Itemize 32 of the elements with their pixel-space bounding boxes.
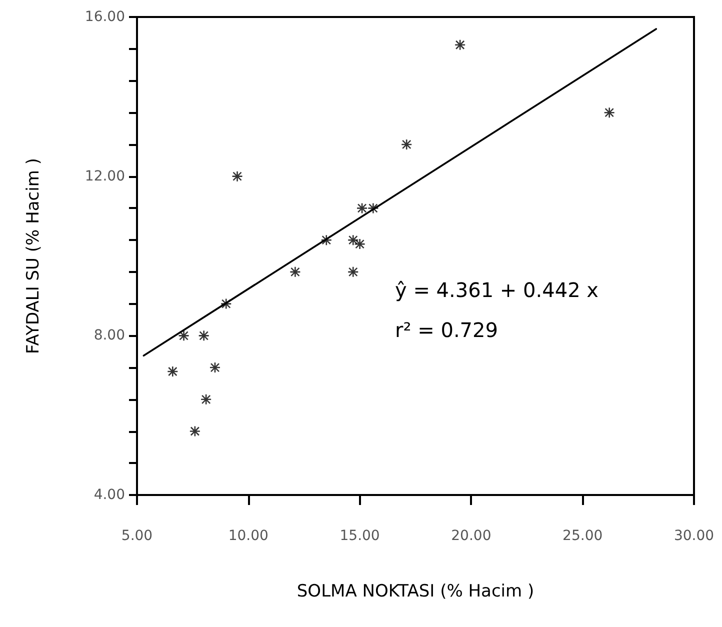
point <box>290 266 301 278</box>
point <box>178 330 190 342</box>
x-axis-title: SOLMA NOKTASI (% Hacim ) <box>296 582 534 602</box>
x-tick-label: 30.00 <box>674 528 714 544</box>
point <box>454 39 466 51</box>
x-tick-label: 10.00 <box>228 528 268 544</box>
y-tick-label: 4.00 <box>94 487 125 503</box>
point <box>167 366 178 378</box>
x-tick-label: 20.00 <box>451 528 492 544</box>
x-tick-label: 15.00 <box>340 528 380 544</box>
point <box>198 330 210 342</box>
point <box>232 170 243 182</box>
point <box>209 362 221 374</box>
y-tick-label: 12.00 <box>84 168 125 184</box>
point <box>189 426 201 437</box>
y-tick-label: 16.00 <box>84 9 125 25</box>
x-tick-label: 5.00 <box>121 528 153 544</box>
point <box>356 202 368 214</box>
point <box>220 298 232 310</box>
point <box>368 202 379 214</box>
x-tick-label: 25.00 <box>562 528 603 544</box>
y-axis-title: FAYDALI SU (% Hacim ) <box>24 158 44 354</box>
point <box>604 106 615 118</box>
point <box>320 234 332 246</box>
point <box>347 266 359 278</box>
y-tick-label: 8.00 <box>94 328 125 344</box>
point <box>354 238 366 250</box>
annotation: r² = 0.729 <box>395 318 498 342</box>
point <box>200 394 212 406</box>
annotation: ŷ = 4.361 + 0.442 x <box>395 278 599 302</box>
point <box>347 234 359 246</box>
point <box>400 138 412 150</box>
